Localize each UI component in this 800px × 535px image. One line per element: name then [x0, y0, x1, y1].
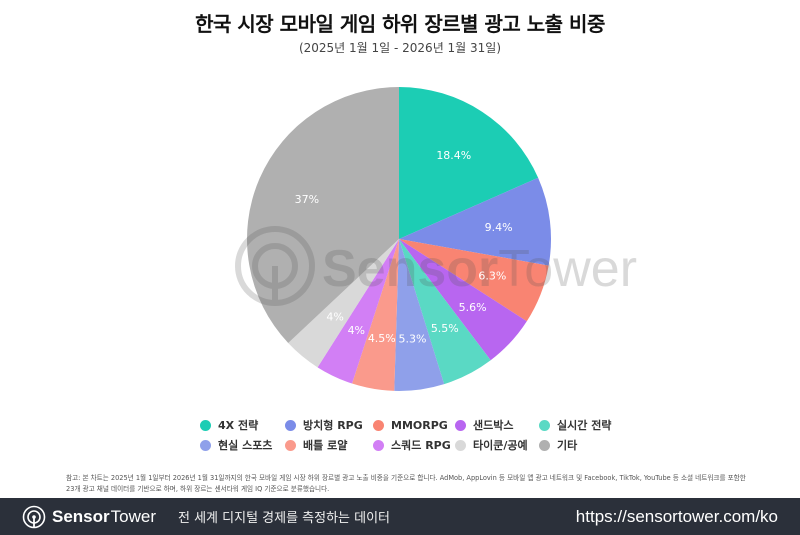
pie-slice [394, 239, 445, 391]
pie-slice [399, 177, 551, 266]
legend-item: 타이쿤/공예 [455, 437, 539, 453]
legend-color-dot-icon [455, 439, 466, 451]
footer-url-link[interactable]: https://sensortower.com/ko [575, 506, 778, 526]
legend-color-dot-icon [455, 419, 466, 431]
sensortower-logo-icon [22, 505, 46, 528]
svg-text:SensorTower: SensorTower [322, 240, 637, 298]
footer-bar: Sensor Tower 전 세계 디지털 경제를 측정하는 데이터 https… [0, 498, 800, 535]
legend-item: 4X 전략 [200, 417, 285, 433]
legend-item: 샌드박스 [455, 417, 539, 433]
slice-label: 4% [326, 310, 343, 323]
legend-item: 방치형 RPG [285, 417, 373, 433]
legend-item: MMORPG [373, 417, 455, 433]
legend-color-dot-icon [285, 439, 296, 451]
legend-label: 기타 [557, 439, 578, 452]
pie-slice [399, 87, 539, 239]
legend-label: 방치형 RPG [303, 419, 363, 432]
logo-text-sensor: Sensor [52, 506, 110, 526]
legend-color-dot-icon [373, 439, 384, 451]
pie-slice [399, 239, 491, 385]
pie-chart-svg: SensorTower 18.4% 9.4% 6.3% 5.6%5.5% 5.3%4.5%… [235, 87, 637, 391]
slice-label: 4% [348, 324, 365, 337]
legend-label: 샌드박스 [473, 419, 514, 432]
legend-item: 실시간 전략 [539, 417, 629, 433]
pie-slice [399, 239, 549, 322]
pie-slice [352, 239, 399, 391]
slice-label: 6.3% [478, 270, 506, 283]
legend-item: 기타 [539, 437, 629, 453]
chart-title: 한국 시장 모바일 게임 하위 장르별 광고 노출 비중 [195, 12, 605, 36]
slice-label: 5.3% [399, 332, 427, 345]
legend-label: 타이쿤/공예 [473, 439, 528, 452]
sensortower-watermark: SensorTower [235, 226, 637, 306]
pie-slice [247, 87, 399, 344]
slice-label: 5.6% [459, 301, 487, 314]
footnote: 참고: 본 차트는 2025년 1월 1일부터 2026년 1월 31일까지의 … [66, 473, 766, 495]
legend-label: 실시간 전략 [557, 419, 612, 432]
legend-label: 4X 전략 [218, 419, 259, 432]
legend-color-dot-icon [285, 419, 296, 431]
footer-tagline: 전 세계 디지털 경제를 측정하는 데이터 [178, 511, 391, 526]
legend-color-dot-icon [200, 419, 211, 431]
pie-slice [317, 239, 399, 384]
slice-label: 18.4% [436, 149, 471, 162]
legend-color-dot-icon [200, 439, 211, 451]
legend-item: 스쿼드 RPG [373, 437, 455, 453]
legend-item: 현실 스포츠 [200, 437, 285, 453]
logo-text-tower: Tower [110, 506, 156, 526]
slice-label: 5.5% [431, 322, 459, 335]
chart-subtitle: (2025년 1월 1일 - 2026년 1월 31일) [298, 41, 502, 55]
slice-label: 4.5% [368, 332, 396, 345]
sensortower-logo: Sensor Tower [22, 505, 156, 529]
footnote-line-2: 23개 광고 채널 데이터를 기반으로 하며, 하위 장르는 센서타워 게임 I… [66, 485, 330, 493]
legend-label: MMORPG [391, 418, 448, 432]
legend-label: 스쿼드 RPG [391, 439, 451, 452]
pie-slice [399, 239, 527, 361]
legend-color-dot-icon [539, 419, 550, 431]
footnote-line-1: 참고: 본 차트는 2025년 1월 1일부터 2026년 1월 31일까지의 … [66, 474, 746, 482]
legend-label: 현실 스포츠 [218, 439, 273, 452]
pie-chart: SensorTower 18.4% 9.4% 6.3% 5.6% 5.5% 5.3% 4.5%… [235, 87, 637, 391]
pie-slice [288, 239, 399, 368]
legend-item: 배틀 로얄 [285, 437, 373, 453]
slice-label: 9.4% [485, 221, 513, 234]
legend-color-dot-icon [539, 439, 550, 451]
legend-label: 배틀 로얄 [303, 439, 348, 452]
legend-color-dot-icon [373, 419, 384, 431]
slice-label: 37% [295, 193, 319, 206]
